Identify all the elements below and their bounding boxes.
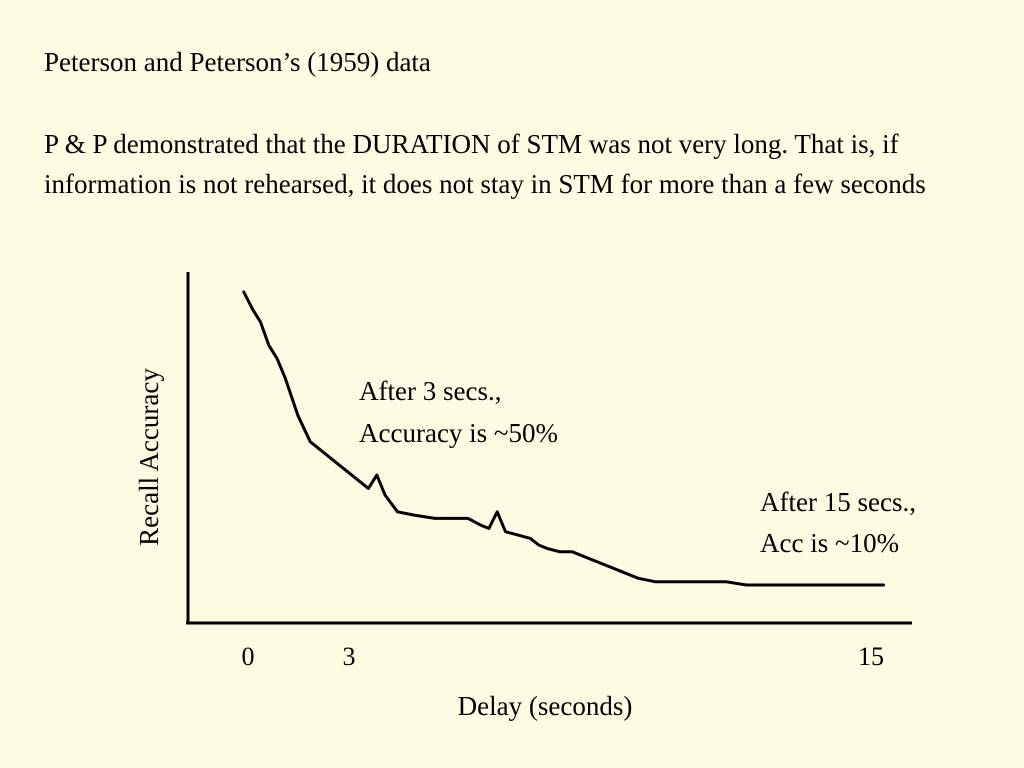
slide-body-text: P & P demonstrated that the DURATION of … [44, 129, 926, 199]
annotation-3-secs-line-1: After 3 secs., [359, 376, 501, 406]
x-axis-label: Delay (seconds) [458, 691, 633, 721]
annotation-3-secs-line-2: Accuracy is ~50% [359, 418, 558, 448]
slide-heading: Peterson and Peterson’s (1959) data [44, 47, 431, 77]
x-tick-label-15: 15 [858, 642, 884, 671]
x-tick-label-0: 0 [242, 642, 255, 671]
annotation-15-secs-line-2: Acc is ~10% [760, 528, 899, 558]
x-tick-label-3: 3 [343, 642, 356, 671]
annotation-15-secs-line-1: After 15 secs., [760, 487, 916, 517]
y-axis-label: Recall Accuracy [134, 368, 164, 546]
recall-curve [242, 290, 885, 587]
